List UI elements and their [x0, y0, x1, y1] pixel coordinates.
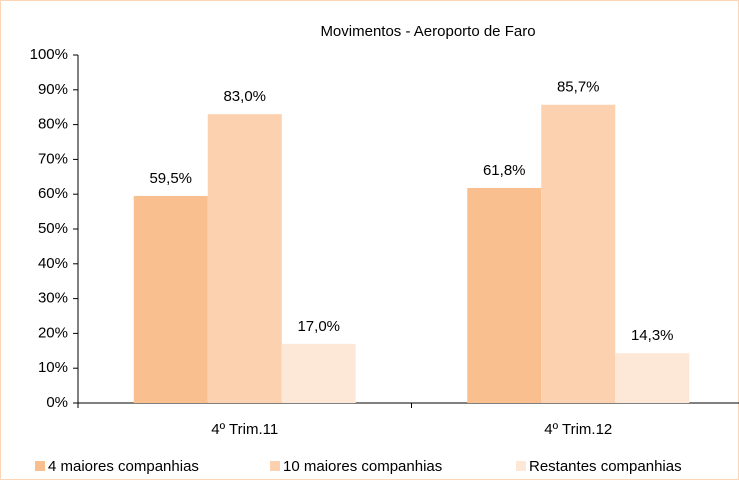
x-tick-label: 4º Trim.12	[544, 421, 612, 438]
y-tick-label: 90%	[38, 81, 68, 98]
y-tick-label: 70%	[38, 150, 68, 167]
y-tick-label: 20%	[38, 324, 68, 341]
value-label: 17,0%	[297, 318, 340, 335]
legend-swatch	[516, 461, 526, 471]
bar	[615, 353, 690, 403]
legend-label: Restantes companhias	[529, 458, 682, 475]
y-tick-label: 40%	[38, 255, 68, 272]
value-label: 14,3%	[631, 327, 674, 344]
value-label: 59,5%	[149, 170, 192, 187]
legend-swatch	[35, 461, 45, 471]
value-label: 85,7%	[557, 79, 600, 96]
bar	[207, 114, 282, 403]
legend-label: 4 maiores companhias	[48, 458, 199, 475]
y-tick-label: 0%	[46, 394, 68, 411]
value-label: 83,0%	[223, 88, 266, 105]
value-label: 61,8%	[483, 162, 526, 179]
chart-title: Movimentos - Aeroporto de Faro	[320, 23, 535, 40]
legend-swatch	[270, 461, 280, 471]
y-tick-label: 100%	[30, 46, 68, 63]
bar	[541, 104, 616, 403]
y-tick-label: 50%	[38, 220, 68, 237]
x-tick-label: 4º Trim.11	[211, 421, 278, 438]
bar	[281, 343, 356, 403]
bar	[467, 187, 542, 403]
y-tick-label: 80%	[38, 116, 68, 133]
y-tick-label: 10%	[38, 359, 68, 376]
y-tick-label: 30%	[38, 290, 68, 307]
bar	[133, 195, 208, 403]
legend-label: 10 maiores companhias	[283, 458, 442, 475]
y-tick-label: 60%	[38, 185, 68, 202]
